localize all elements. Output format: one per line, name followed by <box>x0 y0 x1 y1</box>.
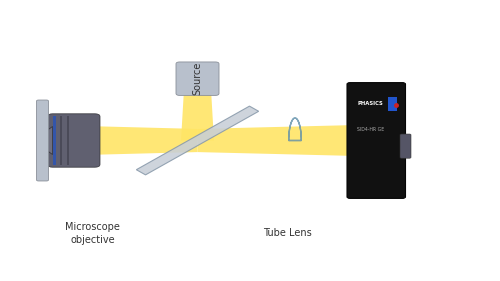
Text: PHASICS: PHASICS <box>357 101 383 106</box>
Polygon shape <box>198 125 355 156</box>
Text: Microscope
objective: Microscope objective <box>65 222 120 245</box>
FancyBboxPatch shape <box>347 83 406 198</box>
FancyBboxPatch shape <box>36 100 48 181</box>
Polygon shape <box>136 106 258 175</box>
Bar <box>60 116 62 165</box>
Bar <box>66 116 68 165</box>
Polygon shape <box>48 125 198 156</box>
FancyBboxPatch shape <box>48 114 100 167</box>
FancyBboxPatch shape <box>400 134 411 158</box>
Text: Source: Source <box>192 62 202 95</box>
Bar <box>388 97 397 111</box>
Text: Tube Lens: Tube Lens <box>263 228 312 238</box>
FancyBboxPatch shape <box>176 62 219 96</box>
Text: SID4-HR GE: SID4-HR GE <box>358 127 384 132</box>
Polygon shape <box>38 126 52 155</box>
Polygon shape <box>288 118 302 140</box>
Bar <box>53 116 56 165</box>
Polygon shape <box>181 93 214 140</box>
